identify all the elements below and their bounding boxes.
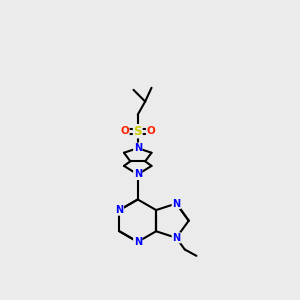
Text: N: N — [134, 237, 142, 247]
Text: N: N — [172, 233, 180, 243]
Text: N: N — [134, 169, 142, 179]
Text: N: N — [172, 199, 180, 208]
Text: O: O — [120, 126, 129, 136]
Text: N: N — [134, 143, 142, 153]
Text: O: O — [146, 126, 155, 136]
Text: N: N — [115, 205, 124, 215]
Text: S: S — [134, 125, 142, 138]
